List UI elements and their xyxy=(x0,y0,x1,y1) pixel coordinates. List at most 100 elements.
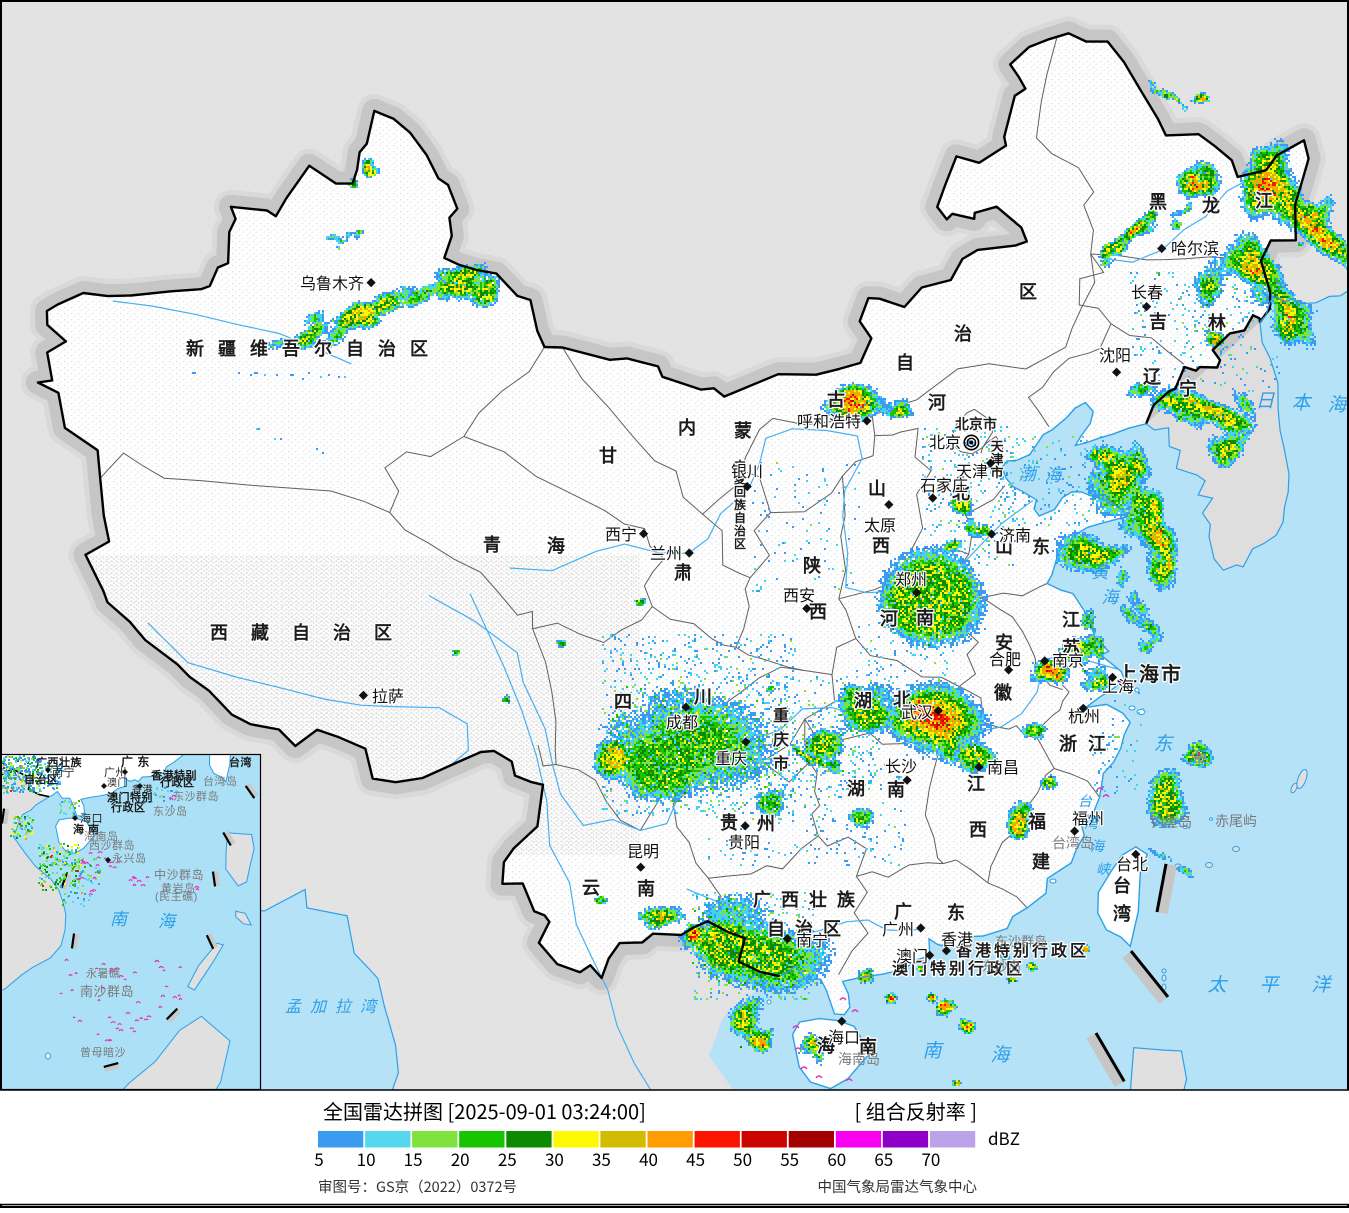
svg-text:海: 海 xyxy=(1045,461,1065,486)
svg-text:30: 30 xyxy=(545,1146,564,1171)
svg-text:南: 南 xyxy=(637,875,655,901)
svg-text:庆: 庆 xyxy=(772,726,789,750)
svg-text:自: 自 xyxy=(346,335,364,361)
svg-text:区: 区 xyxy=(374,619,392,645)
svg-text:行政区: 行政区 xyxy=(159,775,195,789)
svg-text:南: 南 xyxy=(922,1036,944,1063)
svg-text:安: 安 xyxy=(995,629,1013,655)
svg-text:太: 太 xyxy=(1207,970,1228,997)
svg-text:广州: 广州 xyxy=(104,766,127,779)
svg-text:陕: 陕 xyxy=(803,552,821,578)
svg-text:治: 治 xyxy=(378,335,396,361)
svg-text:治: 治 xyxy=(734,522,746,539)
svg-text:甘: 甘 xyxy=(599,442,617,468)
svg-text:曾母暗沙: 曾母暗沙 xyxy=(80,1045,126,1059)
svg-text:长沙: 长沙 xyxy=(885,753,917,777)
svg-text:20: 20 xyxy=(451,1146,470,1171)
svg-text:内: 内 xyxy=(678,414,696,440)
svg-text:治: 治 xyxy=(333,619,351,645)
svg-text:辽: 辽 xyxy=(1143,363,1162,389)
svg-text:族: 族 xyxy=(734,496,747,513)
svg-text:35: 35 xyxy=(592,1146,611,1171)
svg-text:云: 云 xyxy=(582,874,600,900)
svg-text:海南岛: 海南岛 xyxy=(838,1049,880,1069)
svg-text:区: 区 xyxy=(1019,278,1037,304)
svg-text:广西壮族: 广西壮族 xyxy=(36,755,82,769)
svg-text:黄: 黄 xyxy=(1092,558,1111,583)
svg-text:东沙岛: 东沙岛 xyxy=(153,804,188,818)
svg-text:治: 治 xyxy=(795,915,813,941)
svg-text:海 南: 海 南 xyxy=(73,822,100,836)
svg-text:海: 海 xyxy=(990,1040,1012,1067)
svg-text:族: 族 xyxy=(837,886,856,912)
svg-text:北: 北 xyxy=(893,686,911,712)
svg-text:天: 天 xyxy=(990,436,1004,455)
svg-text:川: 川 xyxy=(693,683,712,709)
svg-text:海: 海 xyxy=(1090,836,1106,856)
svg-text:新: 新 xyxy=(186,335,204,361)
svg-text:台: 台 xyxy=(1113,872,1131,898)
svg-text:南: 南 xyxy=(916,604,934,630)
svg-text:浙: 浙 xyxy=(1059,730,1077,756)
svg-text:海: 海 xyxy=(547,532,565,558)
svg-text:江: 江 xyxy=(1088,730,1106,756)
svg-text:西沙群岛: 西沙群岛 xyxy=(89,838,135,852)
svg-text:55: 55 xyxy=(780,1146,799,1171)
svg-text:澳: 澳 xyxy=(892,955,909,979)
svg-text:市: 市 xyxy=(773,750,789,774)
svg-text:南: 南 xyxy=(110,910,130,929)
svg-text:重: 重 xyxy=(773,702,789,726)
svg-text:40: 40 xyxy=(639,1146,658,1171)
svg-text:日: 日 xyxy=(1255,386,1275,413)
svg-text:澳门: 澳门 xyxy=(896,943,928,967)
svg-text:肃: 肃 xyxy=(674,559,692,585)
svg-text:壮: 壮 xyxy=(809,886,827,912)
svg-text:拉萨: 拉萨 xyxy=(372,683,404,707)
svg-text:海: 海 xyxy=(1139,658,1159,687)
svg-text:区: 区 xyxy=(1070,937,1086,961)
svg-text:江: 江 xyxy=(1062,606,1080,632)
svg-text:港: 港 xyxy=(975,937,992,961)
svg-text:黑: 黑 xyxy=(1149,188,1167,214)
svg-text:加: 加 xyxy=(310,993,328,1017)
svg-text:本: 本 xyxy=(1291,388,1312,415)
svg-text:特: 特 xyxy=(994,937,1010,961)
svg-text:东: 东 xyxy=(947,899,965,925)
svg-text:成都: 成都 xyxy=(666,709,698,733)
svg-text:古: 古 xyxy=(827,386,845,412)
svg-text:沈阳: 沈阳 xyxy=(1099,342,1131,366)
svg-text:市: 市 xyxy=(983,414,997,434)
svg-text:海: 海 xyxy=(1102,583,1122,608)
svg-text:龙: 龙 xyxy=(1202,192,1220,218)
svg-text:自: 自 xyxy=(767,915,785,941)
svg-text:市: 市 xyxy=(990,462,1003,481)
svg-text:四: 四 xyxy=(614,688,632,714)
svg-text:中国气象局雷达气象中心: 中国气象局雷达气象中心 xyxy=(818,1176,978,1197)
svg-text:(民主礁): (民主礁) xyxy=(155,889,198,903)
svg-text:海: 海 xyxy=(1327,390,1349,417)
svg-text:湾: 湾 xyxy=(1113,900,1131,926)
svg-text:65: 65 xyxy=(874,1146,893,1171)
svg-text:政: 政 xyxy=(987,955,1004,979)
svg-text:天津: 天津 xyxy=(956,458,988,482)
svg-text:维: 维 xyxy=(250,335,268,361)
svg-text:苏: 苏 xyxy=(1062,634,1080,660)
svg-text:江: 江 xyxy=(1255,187,1273,213)
svg-text:永兴岛: 永兴岛 xyxy=(112,851,147,865)
svg-text:山: 山 xyxy=(868,475,886,501)
svg-text:永暑礁: 永暑礁 xyxy=(86,966,121,980)
svg-text:上海: 上海 xyxy=(1102,673,1134,697)
svg-text:武汉: 武汉 xyxy=(901,699,933,723)
svg-text:海南岛: 海南岛 xyxy=(84,829,119,843)
svg-text:贵阳: 贵阳 xyxy=(728,829,760,853)
svg-text:南沙群岛: 南沙群岛 xyxy=(80,984,134,999)
svg-text:海: 海 xyxy=(158,912,178,931)
svg-text:行: 行 xyxy=(1031,937,1048,961)
svg-text:门: 门 xyxy=(911,955,927,979)
svg-text:区: 区 xyxy=(734,535,746,552)
svg-text:江: 江 xyxy=(967,770,985,796)
svg-text:北: 北 xyxy=(955,414,969,434)
svg-text:[ 组合反射率 ]: [ 组合反射率 ] xyxy=(855,1096,977,1125)
svg-text:京: 京 xyxy=(969,414,983,434)
svg-text:dBZ: dBZ xyxy=(988,1125,1020,1150)
